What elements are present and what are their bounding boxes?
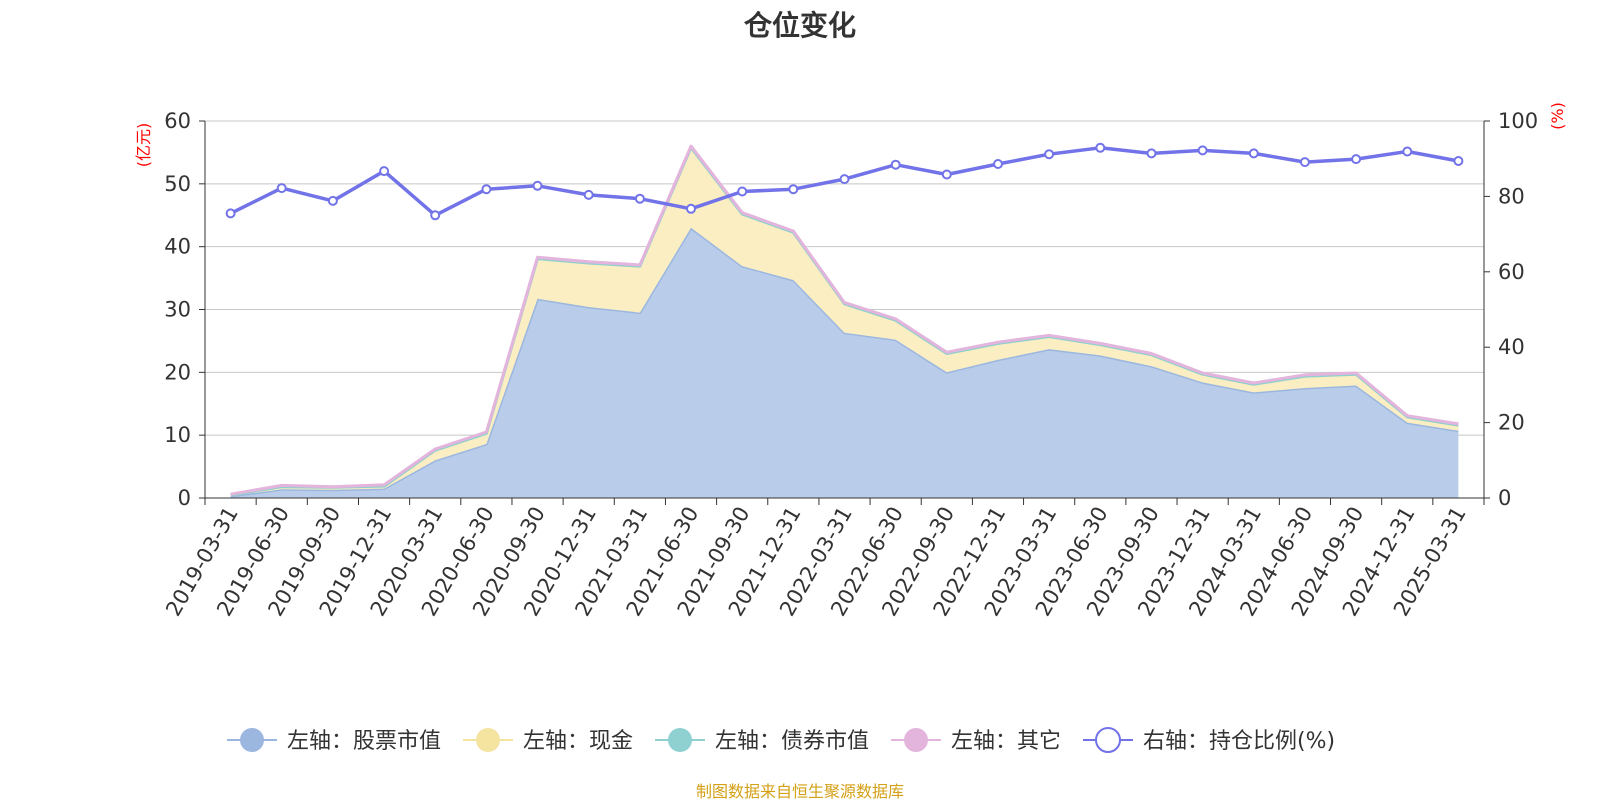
line-point-21: [1299, 157, 1310, 168]
line-point-20: [1248, 148, 1259, 159]
legend-marker-0: [240, 728, 264, 752]
line-point-4: [430, 210, 441, 221]
line-point-15: [993, 159, 1003, 169]
right-tick-label-5: 100: [1498, 109, 1538, 133]
area-edge-series-3: [230, 144, 1459, 496]
left-tick-label-5: 50: [164, 172, 191, 196]
legend-label-1: 左轴：现金: [523, 729, 633, 754]
line-point-24: [1453, 156, 1464, 166]
area-series-0: [230, 227, 1459, 499]
legend-item-0: 左轴：股票市值: [227, 728, 441, 754]
legend-label-0: 左轴：股票市值: [287, 729, 441, 754]
legend-marker-3: [904, 728, 928, 752]
left-tick-label-3: 30: [164, 298, 191, 322]
line-point-0: [225, 208, 236, 219]
line-point-2: [327, 195, 338, 206]
legend-label-2: 左轴：债券市值: [715, 729, 869, 754]
line-point-16: [1044, 149, 1055, 160]
source-note: 制图数据来自恒生聚源数据库: [695, 782, 904, 801]
left-tick-label-2: 20: [164, 360, 191, 384]
right-axis-unit: (%): [1548, 102, 1567, 130]
line-point-23: [1402, 146, 1413, 157]
legend-label-3: 左轴：其它: [951, 729, 1061, 754]
legend-marker-4: [1095, 727, 1121, 753]
line-point-12: [839, 174, 850, 185]
left-tick-label-0: 0: [178, 486, 191, 510]
right-tick-label-3: 60: [1498, 260, 1525, 284]
legend-item-2: 左轴：债券市值: [655, 728, 869, 754]
right-tick-label-0: 0: [1498, 486, 1511, 510]
line-point-6: [532, 180, 543, 191]
line-point-13: [890, 159, 901, 170]
legend-marker-2: [668, 728, 692, 752]
line-point-3: [379, 166, 390, 177]
line-point-10: [737, 186, 748, 197]
chart-title: 仓位变化: [743, 9, 856, 42]
right-tick-label-4: 80: [1498, 184, 1525, 208]
line-point-19: [1197, 145, 1208, 156]
left-tick-label-1: 10: [164, 423, 191, 447]
line-point-14: [941, 169, 952, 180]
area-series-1: [230, 147, 1459, 497]
legend-item-4: 右轴：持仓比例(%): [1083, 727, 1335, 754]
line-point-17: [1095, 142, 1106, 153]
legend-item-3: 左轴：其它: [891, 728, 1061, 754]
line-point-5: [481, 184, 492, 195]
right-tick-label-1: 20: [1498, 411, 1525, 435]
line-point-11: [788, 184, 799, 195]
left-axis-unit: (亿元): [134, 123, 153, 168]
line-point-22: [1351, 154, 1362, 165]
line-point-7: [583, 189, 594, 200]
line-point-8: [634, 193, 645, 204]
left-tick-label-4: 40: [164, 235, 191, 259]
line-point-1: [276, 183, 287, 194]
line-point-18: [1146, 148, 1157, 159]
left-tick-label-6: 60: [164, 109, 191, 133]
legend-marker-1: [476, 728, 500, 752]
legend-item-1: 左轴：现金: [463, 728, 633, 754]
right-tick-label-2: 40: [1498, 335, 1525, 359]
legend-label-4: 右轴：持仓比例(%): [1143, 729, 1335, 754]
line-point-9: [686, 203, 696, 214]
